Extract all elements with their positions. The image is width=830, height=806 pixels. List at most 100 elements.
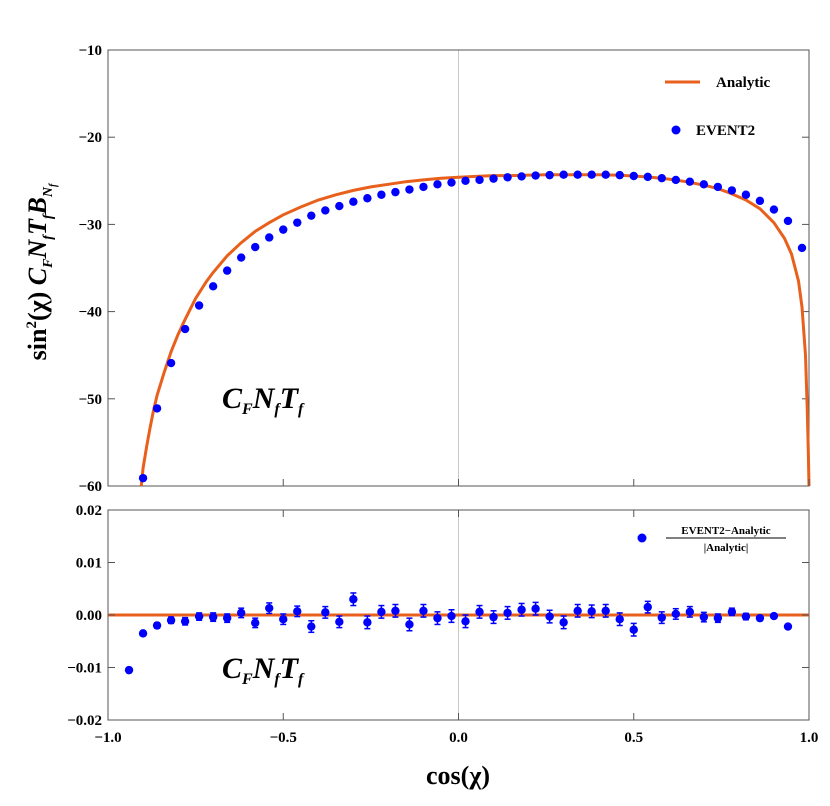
event2-point <box>685 177 695 186</box>
event2-point <box>503 173 512 182</box>
ratio-marker <box>643 602 652 612</box>
ratio-marker <box>377 607 386 617</box>
ratio-point <box>251 617 260 629</box>
ratio-marker <box>293 607 302 616</box>
ratio-marker <box>517 605 526 614</box>
ratio-marker <box>138 629 148 638</box>
event2-point <box>349 197 358 206</box>
ratio-point <box>166 616 176 625</box>
ratio-point <box>629 622 638 637</box>
ratio-marker <box>166 616 176 625</box>
ratio-marker <box>685 607 695 617</box>
event2-point <box>769 205 779 214</box>
ratio-marker <box>405 620 414 629</box>
event2-point <box>797 243 807 253</box>
event2-point <box>265 233 274 242</box>
event2-point <box>208 282 218 291</box>
ratio-point <box>279 613 288 626</box>
event2-point <box>251 242 260 252</box>
top-panel: −10 −20 −30 −40 −50 −60 Analytic EVENT2 CFNfT… <box>23 43 811 495</box>
event2-point <box>363 194 372 203</box>
ratio-point <box>208 612 218 623</box>
event2-point <box>755 196 765 206</box>
ratio-marker <box>222 613 232 623</box>
ratio-point <box>265 602 274 615</box>
ratio-point <box>727 607 737 617</box>
ratio-marker <box>208 612 218 622</box>
bottom-x-tick-label: 1.0 <box>800 730 819 746</box>
ratio-point <box>559 615 568 630</box>
bottom-y-tick-label: 0.00 <box>76 608 102 624</box>
ratio-point <box>699 611 709 623</box>
ratio-point <box>236 607 246 619</box>
event2-point <box>335 201 344 211</box>
bottom-y-tick-label: −0.01 <box>67 661 102 677</box>
ratio-point <box>138 629 148 638</box>
ratio-marker <box>321 608 330 617</box>
ratio-marker <box>573 606 582 615</box>
ratio-point <box>531 601 540 616</box>
ratio-point <box>643 600 652 614</box>
ratio-marker <box>531 604 540 613</box>
bottom-y-tick-label: 0.02 <box>76 503 102 519</box>
ratio-point <box>741 612 751 621</box>
ratio-point <box>517 602 526 617</box>
ratio-point <box>335 615 344 629</box>
event2-point <box>293 218 302 227</box>
event2-point <box>601 170 610 179</box>
event2-point <box>657 173 666 183</box>
ratio-point <box>657 611 666 625</box>
event2-point <box>447 178 456 187</box>
event2-point <box>321 206 330 215</box>
ratio-marker <box>475 607 484 617</box>
ratio-point <box>222 613 232 624</box>
event2-point <box>377 190 386 199</box>
ratio-point <box>475 604 484 619</box>
event2-point <box>419 182 428 192</box>
bottom-panel: 0.02 0.01 0.00 −0.01 −0.02 −1.0 −0.5 0.0 0.5 1.0… <box>67 479 818 790</box>
ratio-point <box>405 617 414 632</box>
ratio-point <box>783 622 793 631</box>
ratio-point <box>152 621 162 630</box>
event2-point <box>783 216 793 226</box>
event2-point <box>152 404 162 413</box>
event2-point <box>433 180 442 189</box>
ratio-marker <box>335 617 344 627</box>
ratio-marker <box>152 621 162 630</box>
ratio-point <box>671 607 681 620</box>
ratio-point <box>489 610 498 625</box>
ratio-marker <box>783 622 793 631</box>
event2-points <box>138 170 807 483</box>
ratio-marker <box>769 611 779 621</box>
event2-point <box>391 187 400 197</box>
event2-point <box>741 190 751 199</box>
event2-point <box>166 358 176 368</box>
legend-ratio-denominator: |Analytic| <box>704 542 749 554</box>
ratio-point <box>321 605 330 619</box>
ratio-point <box>447 609 456 624</box>
bottom-x-tick-label: 0.0 <box>449 730 468 746</box>
bottom-x-tick-label: −0.5 <box>270 730 297 746</box>
event2-point <box>222 266 232 275</box>
ratio-point <box>461 614 470 629</box>
ratio-marker <box>307 622 316 631</box>
ratio-marker <box>391 606 400 615</box>
ratio-marker <box>699 612 709 622</box>
ratio-marker <box>349 595 358 604</box>
top-y-tick-label: −60 <box>78 479 102 495</box>
ratio-marker <box>545 612 554 621</box>
event2-point <box>307 211 316 220</box>
event2-point <box>461 176 470 185</box>
event2-point <box>405 185 414 194</box>
event2-point <box>713 182 723 192</box>
top-y-ticks: −10 −20 −30 −40 −50 −60 <box>78 43 809 495</box>
bottom-x-tick-label: −1.0 <box>94 730 121 746</box>
bottom-x-tick-label: 0.5 <box>624 730 643 746</box>
legend-event2-label: EVENT2 <box>696 123 755 139</box>
bottom-y-tick-label: −0.02 <box>67 713 102 729</box>
ratio-point <box>293 605 302 618</box>
event2-point <box>699 180 709 189</box>
ratio-point <box>180 616 190 626</box>
ratio-marker <box>124 665 134 675</box>
